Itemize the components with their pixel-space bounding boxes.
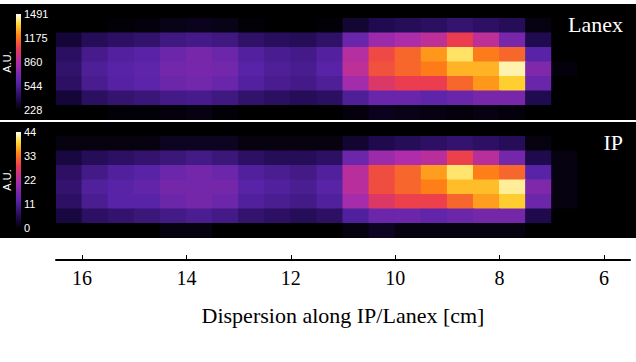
svg-text:A.U.: A.U. (1, 51, 13, 72)
svg-text:14: 14 (176, 267, 196, 289)
svg-text:12: 12 (281, 267, 301, 289)
svg-text:IP: IP (603, 130, 623, 155)
svg-text:1491: 1491 (24, 8, 48, 20)
svg-text:44: 44 (24, 126, 36, 138)
svg-text:1175: 1175 (24, 32, 48, 44)
svg-text:Dispersion along IP/Lanex [cm]: Dispersion along IP/Lanex [cm] (202, 303, 485, 328)
svg-text:6: 6 (599, 267, 609, 289)
svg-text:228: 228 (24, 104, 42, 116)
svg-text:22: 22 (24, 174, 36, 186)
svg-text:544: 544 (24, 80, 42, 92)
svg-text:A.U.: A.U. (1, 169, 13, 190)
svg-text:33: 33 (24, 150, 36, 162)
svg-text:0: 0 (24, 222, 30, 234)
svg-text:Lanex: Lanex (568, 12, 623, 37)
svg-text:11: 11 (24, 198, 35, 210)
svg-text:16: 16 (72, 267, 92, 289)
svg-text:10: 10 (385, 267, 405, 289)
svg-text:8: 8 (495, 267, 505, 289)
svg-text:860: 860 (24, 56, 42, 68)
